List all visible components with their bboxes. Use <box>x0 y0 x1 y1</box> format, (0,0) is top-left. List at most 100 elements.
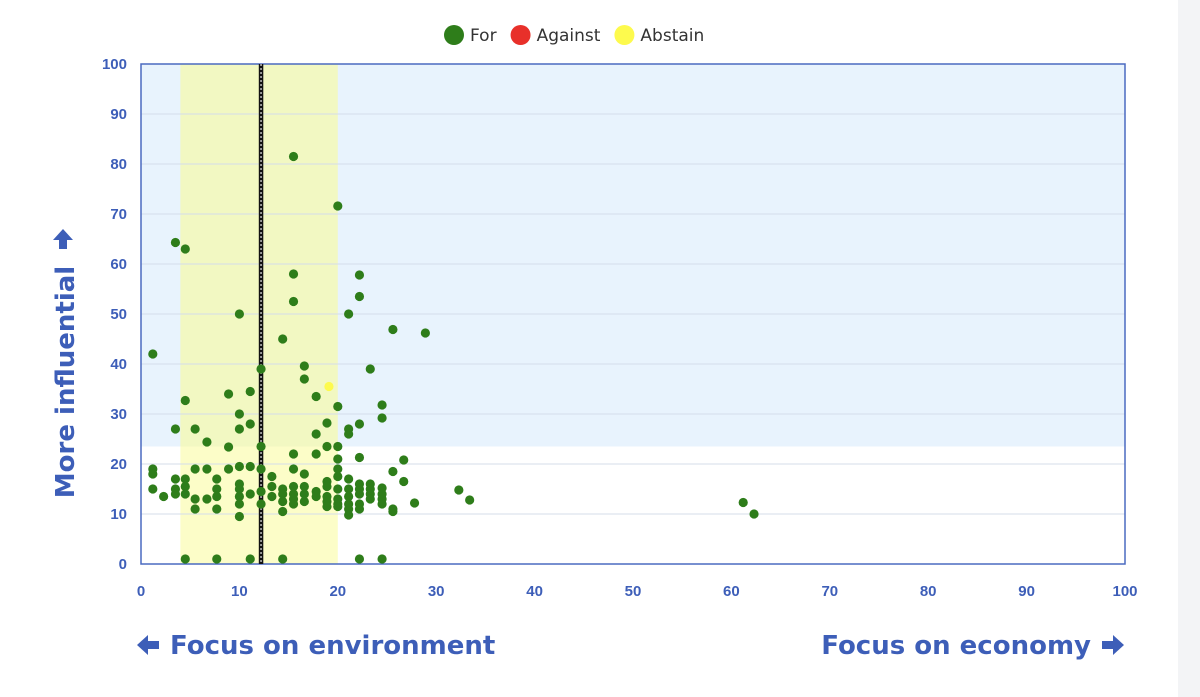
y-axis-title: More influential <box>51 266 81 498</box>
point-for-20 <box>202 437 212 447</box>
point-for-30 <box>223 464 234 474</box>
point-for-71 <box>299 481 309 492</box>
x-tick-label-50: 50 <box>625 583 642 600</box>
point-for-91 <box>333 471 343 482</box>
arrow-right-icon <box>1102 635 1124 655</box>
point-for-32 <box>234 409 244 419</box>
point-for-53 <box>278 334 288 344</box>
point-for-62 <box>288 449 299 459</box>
point-for-130 <box>388 506 398 517</box>
point-for-105 <box>354 270 365 280</box>
point-for-90 <box>333 464 343 474</box>
y-tick-label-80: 80 <box>110 156 127 173</box>
legend-marker-against <box>510 25 531 45</box>
point-for-131 <box>399 455 409 465</box>
point-for-39 <box>234 511 244 522</box>
point-for-99 <box>344 474 354 484</box>
point-for-48 <box>256 486 266 497</box>
point-for-86 <box>333 201 343 211</box>
point-for-37 <box>234 491 244 502</box>
x-tick-label-0: 0 <box>137 583 145 600</box>
point-for-98 <box>344 429 354 439</box>
x-tick-label-80: 80 <box>920 583 937 600</box>
point-for-52 <box>267 491 277 502</box>
point-for-92 <box>333 484 343 494</box>
point-for-87 <box>333 401 343 412</box>
point-abstain-0 <box>324 381 334 392</box>
arrow-up-icon <box>53 229 73 249</box>
point-for-46 <box>256 441 266 452</box>
point-for-101 <box>344 491 354 502</box>
point-for-27 <box>212 554 222 564</box>
point-for-127 <box>388 324 398 335</box>
point-for-132 <box>399 476 409 487</box>
point-for-24 <box>212 484 222 494</box>
x-tick-label-90: 90 <box>1018 583 1035 600</box>
point-for-19 <box>190 504 200 514</box>
point-for-57 <box>278 506 288 517</box>
x-tick-label-30: 30 <box>428 583 445 600</box>
point-for-42 <box>245 461 255 472</box>
chart-gridlines <box>141 113 1125 515</box>
point-for-50 <box>267 471 277 482</box>
point-for-2 <box>148 469 158 479</box>
point-for-138 <box>749 509 759 519</box>
x-tick-label-60: 60 <box>723 583 740 600</box>
point-for-106 <box>354 291 365 302</box>
point-for-40 <box>245 386 255 397</box>
point-for-107 <box>354 419 365 429</box>
point-for-114 <box>354 554 365 564</box>
point-for-21 <box>202 464 212 474</box>
point-for-70 <box>299 469 309 479</box>
legend: For Against Abstain <box>444 25 704 46</box>
point-for-64 <box>288 481 299 492</box>
point-for-3 <box>148 484 158 494</box>
point-for-61 <box>288 296 299 307</box>
point-for-6 <box>170 424 181 434</box>
point-for-120 <box>377 400 387 410</box>
point-for-96 <box>344 309 354 319</box>
point-for-104 <box>344 510 354 520</box>
point-for-15 <box>180 554 190 564</box>
y-tick-label-100: 100 <box>102 56 127 73</box>
y-tick-label-90: 90 <box>110 106 127 123</box>
arrow-left-icon <box>137 635 159 655</box>
point-for-28 <box>223 389 234 399</box>
y-axis-ticks: 0 10 20 30 40 50 60 70 80 90 100 <box>102 56 127 573</box>
point-for-126 <box>377 554 387 564</box>
point-for-56 <box>278 496 288 507</box>
point-for-80 <box>322 441 332 452</box>
point-for-13 <box>180 481 190 492</box>
point-for-115 <box>365 364 375 374</box>
point-for-12 <box>180 474 190 484</box>
point-for-74 <box>311 391 321 402</box>
point-for-18 <box>190 494 200 504</box>
point-for-113 <box>354 504 365 514</box>
legend-label-abstain: Abstain <box>640 26 704 46</box>
point-for-55 <box>278 489 288 499</box>
point-for-68 <box>299 361 309 371</box>
y-tick-label-20: 20 <box>110 456 127 473</box>
point-for-69 <box>299 374 309 384</box>
point-for-9 <box>170 489 181 499</box>
y-tick-label-70: 70 <box>110 206 127 223</box>
y-tick-label-30: 30 <box>110 406 127 423</box>
point-for-26 <box>212 504 222 514</box>
point-for-51 <box>267 481 277 492</box>
point-for-4 <box>159 491 169 502</box>
point-for-79 <box>322 418 332 428</box>
point-for-29 <box>223 442 234 452</box>
point-for-0 <box>148 349 158 359</box>
point-for-31 <box>234 309 244 319</box>
point-for-134 <box>420 328 430 338</box>
point-for-7 <box>170 474 181 484</box>
scrollbar-track <box>1178 0 1200 697</box>
point-for-49 <box>256 499 266 509</box>
legend-marker-for <box>444 25 464 45</box>
x-axis-title-right-group: Focus on economy <box>821 631 1124 661</box>
x-axis-title-right: Focus on economy <box>821 631 1091 661</box>
point-for-17 <box>190 464 200 474</box>
point-for-76 <box>311 449 321 459</box>
point-for-135 <box>454 485 464 495</box>
